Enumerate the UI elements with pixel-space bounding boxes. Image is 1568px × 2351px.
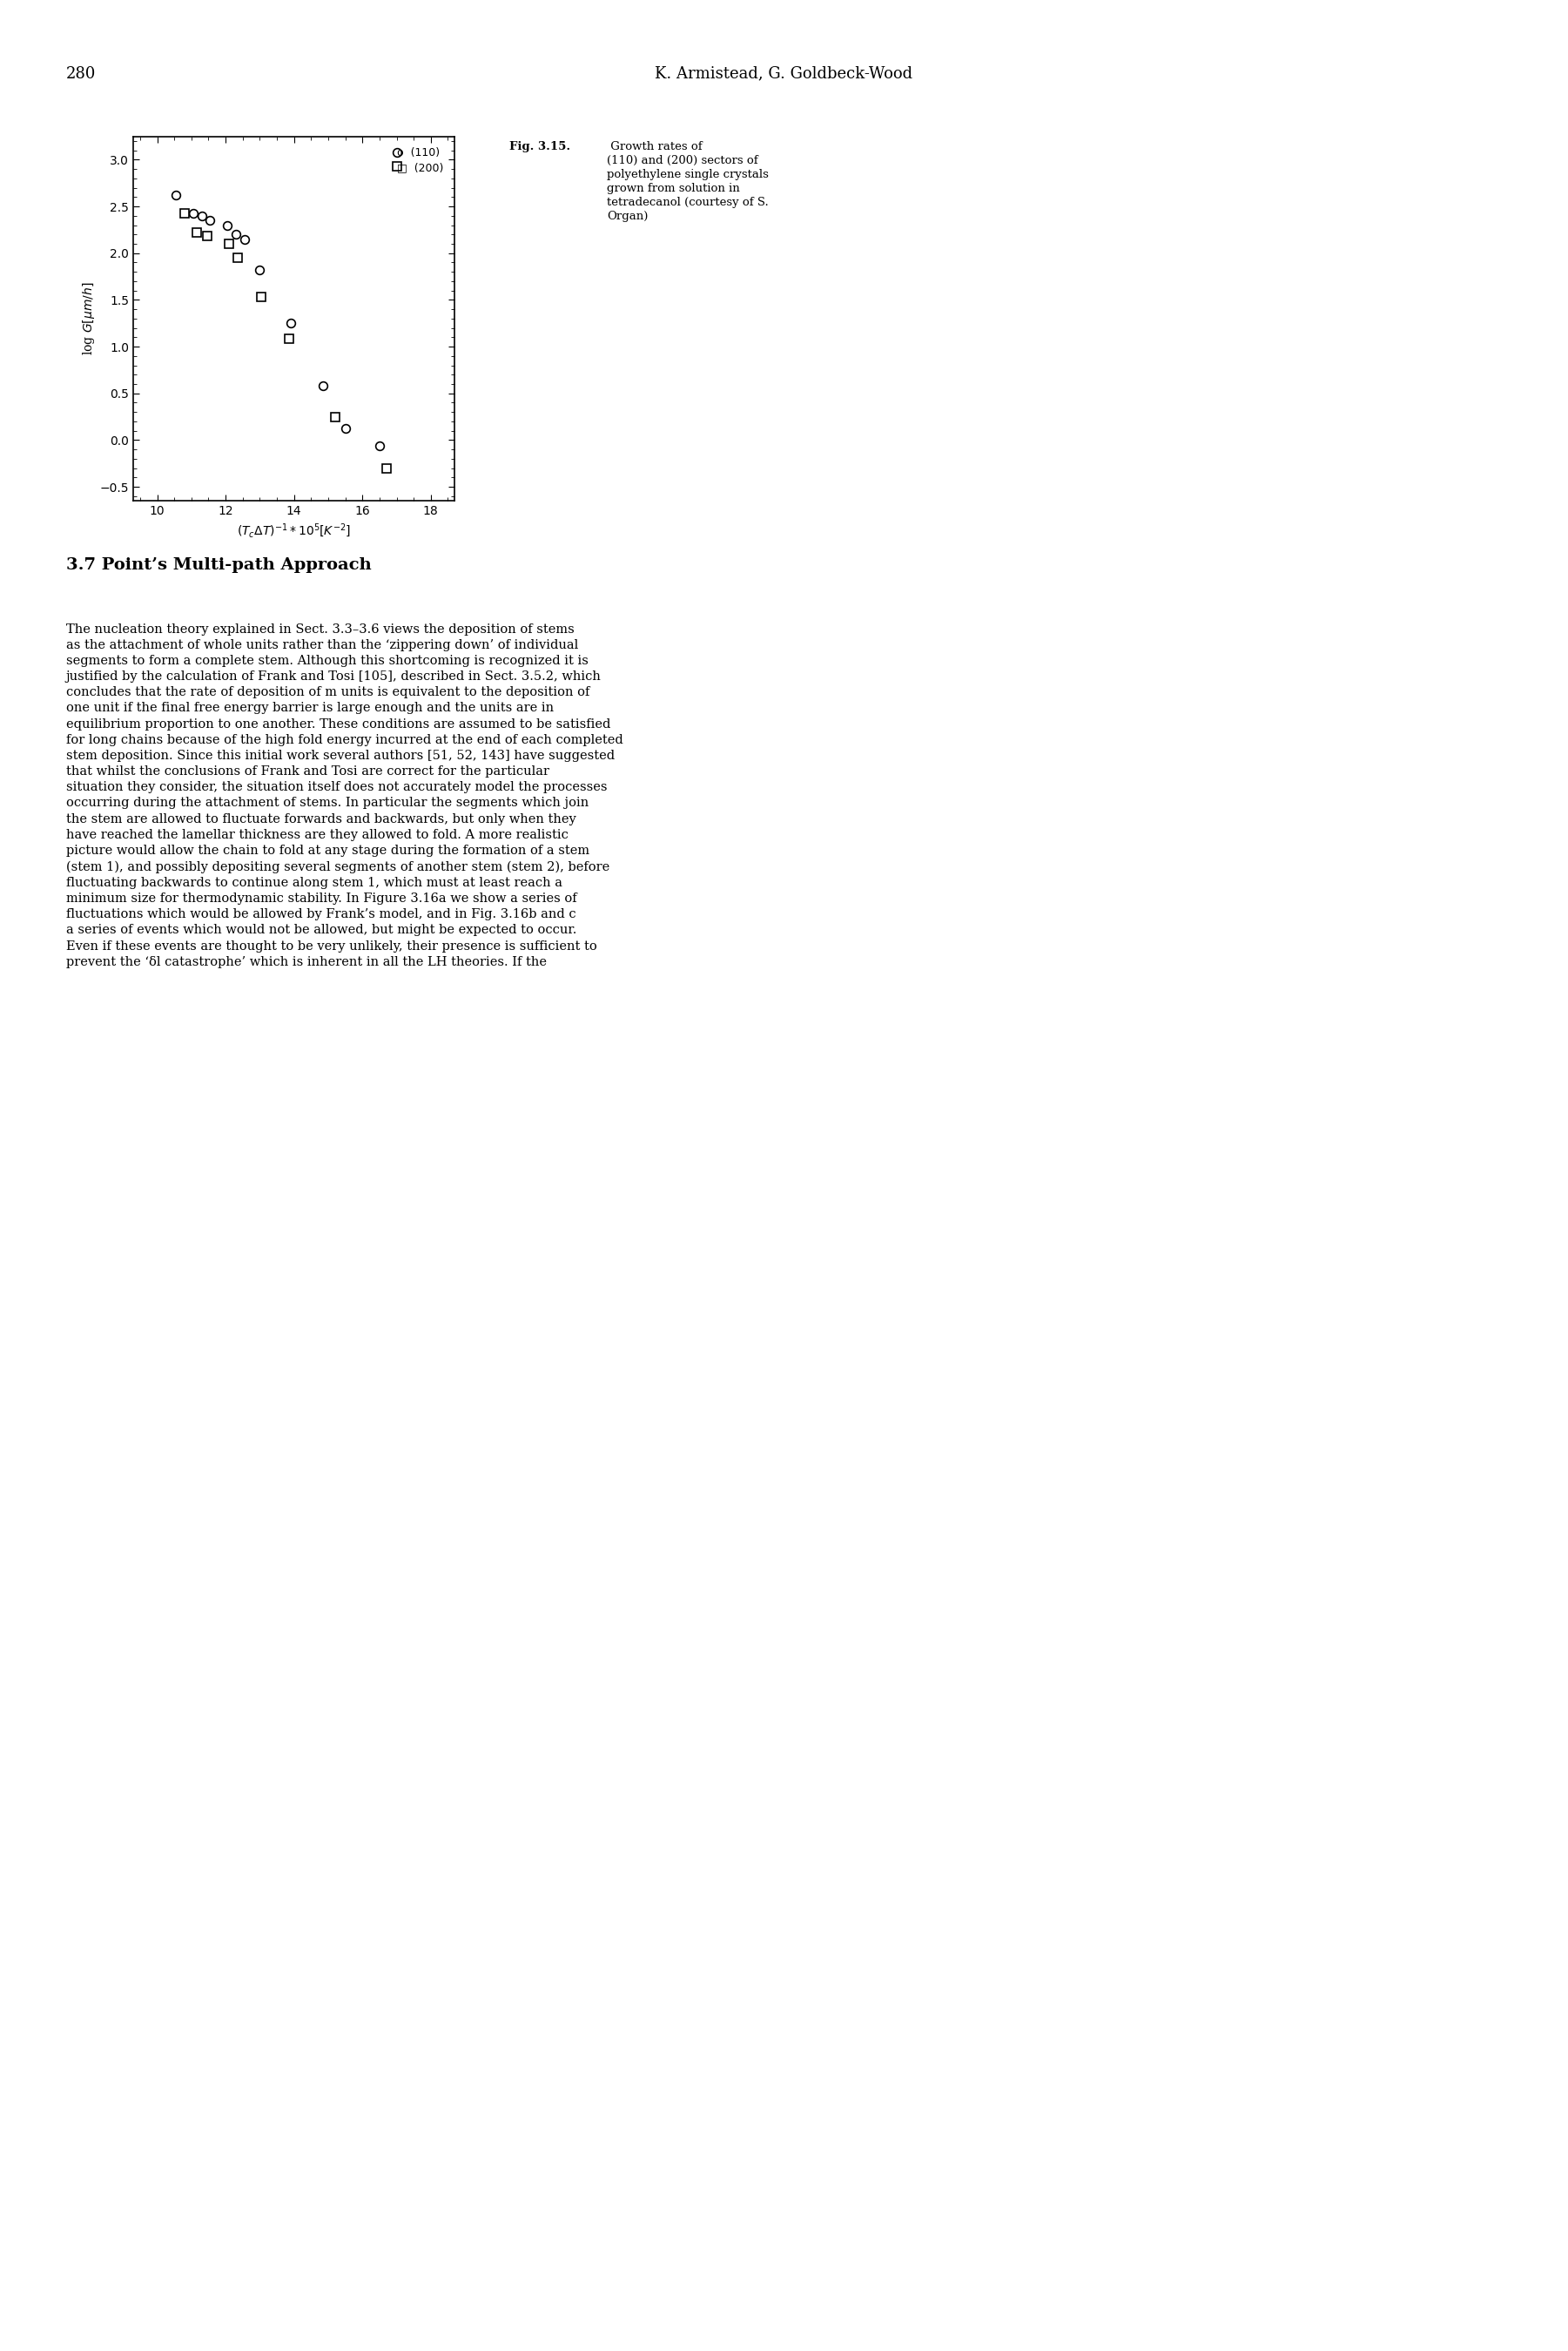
Text: 3.7 Point’s Multi-path Approach: 3.7 Point’s Multi-path Approach xyxy=(66,557,372,574)
Y-axis label: log $G[\mu m/h]$: log $G[\mu m/h]$ xyxy=(80,282,96,355)
Text: Fig. 3.15.: Fig. 3.15. xyxy=(510,141,571,153)
Text: 280: 280 xyxy=(66,66,96,82)
Text: Growth rates of
(110) and (200) sectors of
polyethylene single crystals
grown fr: Growth rates of (110) and (200) sectors … xyxy=(607,141,768,221)
Legend: o  (110), □  (200): o (110), □ (200) xyxy=(392,141,450,179)
Text: K. Armistead, G. Goldbeck-Wood: K. Armistead, G. Goldbeck-Wood xyxy=(655,66,913,82)
X-axis label: $(T_c\Delta T)^{-1} * 10^5[K^{-2}]$: $(T_c\Delta T)^{-1} * 10^5[K^{-2}]$ xyxy=(237,522,351,541)
Text: The nucleation theory explained in Sect. 3.3–3.6 views the deposition of stems
a: The nucleation theory explained in Sect.… xyxy=(66,623,622,969)
